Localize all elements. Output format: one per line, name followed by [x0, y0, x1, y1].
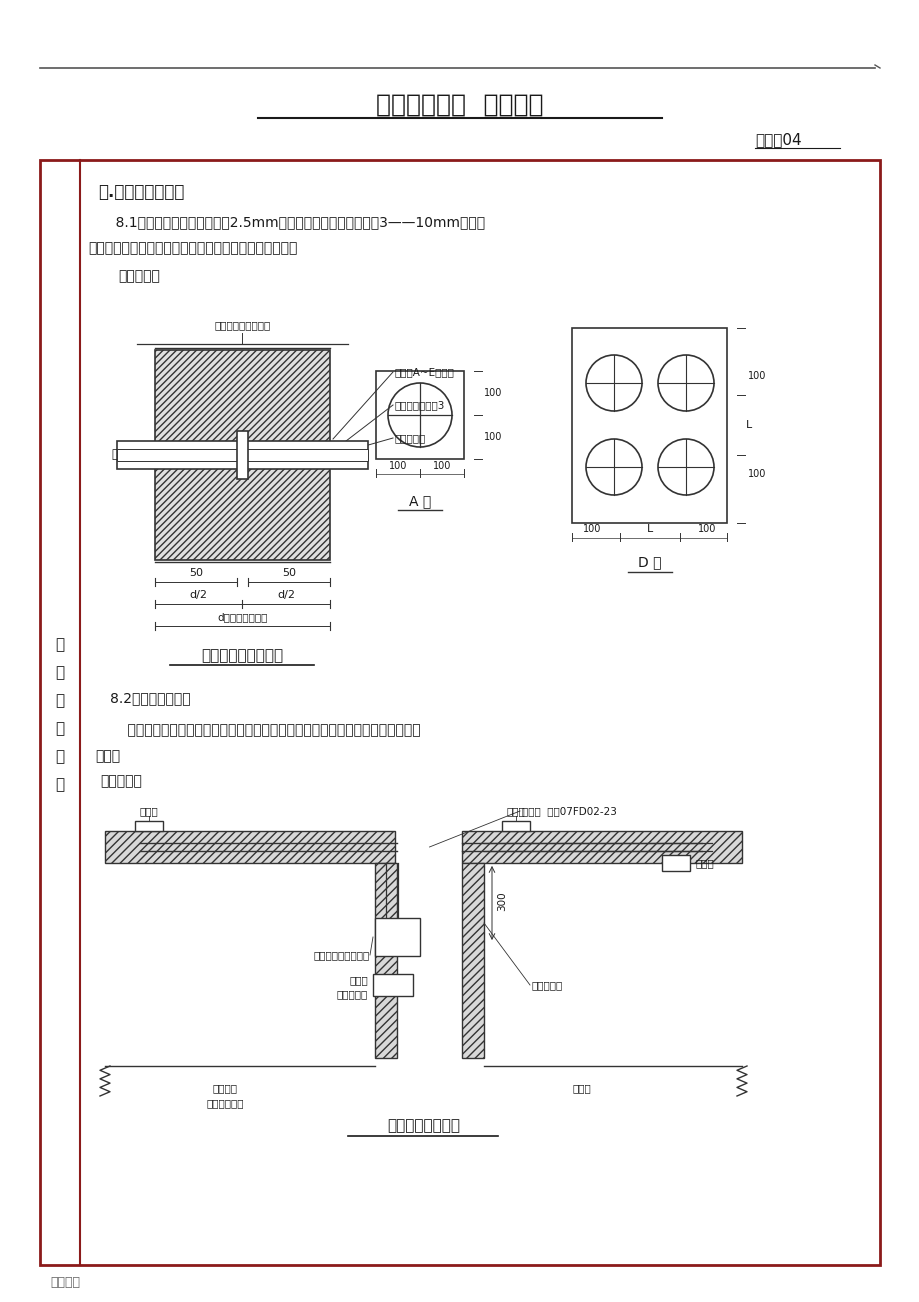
Text: 术: 术: [55, 665, 64, 681]
Text: 熔断器或微型断路器: 熔断器或微型断路器: [313, 950, 369, 960]
Text: 100: 100: [389, 461, 407, 471]
Bar: [237, 431, 248, 479]
Text: 锌钢管，与热镀锌钢管双面焊接，同时与结构钢筋焊接。: 锌钢管，与热镀锌钢管双面焊接，同时与结构钢筋焊接。: [88, 241, 297, 255]
Text: d（密闭墙厚度）: d（密闭墙厚度）: [217, 612, 267, 622]
Text: d/2: d/2: [189, 590, 208, 600]
Bar: [135, 822, 163, 831]
Text: 穿墙管密闭肋示意图: 穿墙管密闭肋示意图: [201, 648, 283, 664]
Text: 50: 50: [188, 568, 203, 578]
Bar: [662, 855, 689, 871]
Text: 出线盒: 出线盒: [696, 858, 714, 868]
Text: 密闭肋  详见07FD02-23: 密闭肋 详见07FD02-23: [521, 806, 617, 816]
Text: 编号：04: 编号：04: [754, 133, 800, 147]
Text: 当防护区内和非防护区的灯具公用一个回路的时候应该在防护门内侧做短路保护: 当防护区内和非防护区的灯具公用一个回路的时候应该在防护门内侧做短路保护: [110, 723, 420, 737]
Bar: [376, 371, 463, 460]
Text: 染毒区: 染毒区: [572, 1083, 591, 1092]
Text: L: L: [744, 421, 751, 430]
Bar: [572, 328, 727, 522]
Text: 100: 100: [483, 388, 502, 398]
Text: 100: 100: [583, 525, 601, 535]
Text: 技: 技: [55, 638, 64, 652]
Text: 八.人防区域的做法: 八.人防区域的做法: [98, 184, 184, 201]
Bar: [117, 449, 368, 461]
Text: 焊接: 焊接: [111, 448, 125, 461]
Bar: [502, 822, 529, 831]
Text: 应急照明系统  技术交底: 应急照明系统 技术交底: [376, 92, 543, 117]
Text: 具体做法：: 具体做法：: [118, 270, 160, 283]
Bar: [372, 974, 413, 996]
Circle shape: [585, 355, 641, 411]
Circle shape: [657, 355, 713, 411]
Text: 50: 50: [282, 568, 296, 578]
Text: A 型: A 型: [408, 493, 431, 508]
Text: 密闭肋A~E型见图: 密闭肋A~E型见图: [394, 367, 454, 378]
Text: 100: 100: [746, 371, 765, 381]
Bar: [117, 441, 368, 469]
Text: 防毒通道: 防毒通道: [212, 1083, 237, 1092]
Bar: [461, 831, 742, 863]
Text: L: L: [646, 525, 652, 535]
Text: 热镀锌钢管: 热镀锌钢管: [394, 434, 425, 443]
Bar: [105, 831, 394, 863]
Text: 防护密闭门: 防护密闭门: [531, 980, 562, 990]
Text: 临空墙、防护墙闭墙: 临空墙、防护墙闭墙: [214, 320, 270, 329]
Text: 底: 底: [55, 721, 64, 737]
Text: d/2: d/2: [277, 590, 295, 600]
Text: 接线盒: 接线盒: [349, 975, 368, 986]
Bar: [40, 160, 879, 1266]
Text: 具体做法：: 具体做法：: [100, 773, 142, 788]
Text: 密闭肋材料见注3: 密闭肋材料见注3: [394, 400, 445, 410]
Text: 100: 100: [698, 525, 716, 535]
Bar: [461, 863, 483, 1059]
Circle shape: [657, 439, 713, 495]
Text: 容: 容: [55, 777, 64, 793]
Text: 装置。: 装置。: [95, 749, 120, 763]
Text: 灯头盒: 灯头盒: [140, 806, 158, 816]
Text: 嵌密封材料: 嵌密封材料: [336, 990, 368, 999]
Text: （密闭通道）: （密闭通道）: [206, 1098, 244, 1108]
Text: 8.2电线管的做法：: 8.2电线管的做法：: [110, 691, 190, 704]
Text: 精选范本: 精选范本: [50, 1276, 80, 1289]
Text: 100: 100: [746, 469, 765, 479]
Bar: [154, 350, 330, 560]
Circle shape: [585, 439, 641, 495]
Text: 100: 100: [483, 432, 502, 441]
Bar: [375, 918, 420, 956]
Text: 8.1穿墙套管采用壁厚不小于2.5mm厚的热镀锌钢管。密闭肋为3——10mm的热镀: 8.1穿墙套管采用壁厚不小于2.5mm厚的热镀锌钢管。密闭肋为3——10mm的热…: [98, 215, 484, 229]
Text: 灯头盒: 灯头盒: [506, 806, 525, 816]
Text: 300: 300: [496, 891, 506, 911]
Text: 顶板照明暗管数设: 顶板照明暗管数设: [387, 1118, 460, 1134]
Bar: [375, 863, 397, 1059]
Text: 100: 100: [432, 461, 450, 471]
Text: 交: 交: [55, 694, 64, 708]
Text: 内: 内: [55, 750, 64, 764]
Text: D 型: D 型: [638, 556, 661, 569]
Circle shape: [388, 383, 451, 447]
